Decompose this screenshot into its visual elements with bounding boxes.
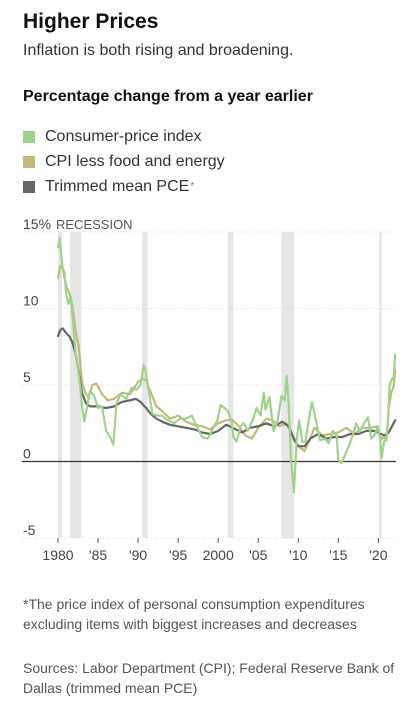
recession-label: RECESSION: [56, 217, 133, 232]
x-tick-label: '90: [129, 547, 147, 563]
chart-subtitle: Inflation is both rising and broadening.: [23, 42, 294, 59]
y-tick-label: 15%: [23, 216, 51, 232]
cpi-line: [56, 237, 397, 494]
recession-band-2: [142, 232, 148, 538]
legend-swatch-core-cpi: [23, 155, 35, 168]
x-tick-label: 2000: [203, 547, 234, 563]
legend-item-core-cpi: CPI less food and energy: [23, 149, 225, 174]
y-tick-label: 10: [23, 293, 39, 309]
legend-footnote-marker: *: [190, 181, 195, 192]
legend-label-core-cpi: CPI less food and energy: [45, 152, 225, 170]
recession-band-5: [379, 232, 382, 538]
x-axis-labels: 1980 '85 '90 '95 2000 '05 '10 '15 '20: [42, 538, 388, 563]
x-tick-label: '10: [289, 547, 307, 563]
x-tick-label: '15: [329, 547, 347, 563]
recession-band-3: [227, 232, 234, 538]
legend-item-trimmed-pce: Trimmed mean PCE *: [23, 174, 225, 199]
chart-section-heading: Percentage change from a year earlier: [23, 88, 313, 105]
series-lines: [56, 237, 397, 494]
x-tick-label: '05: [249, 547, 267, 563]
legend-swatch-trimmed-pce: [23, 180, 35, 193]
gridlines: [22, 231, 396, 539]
legend: Consumer-price index CPI less food and e…: [23, 124, 225, 199]
legend-item-cpi: Consumer-price index: [23, 124, 225, 149]
y-tick-label: -5: [23, 522, 36, 538]
legend-label-cpi: Consumer-price index: [45, 127, 202, 145]
core-cpi-line: [56, 264, 397, 452]
sources-note: Sources: Labor Department (CPI); Federal…: [23, 660, 395, 696]
x-tick-label: 1980: [42, 547, 73, 563]
y-tick-label: 0: [23, 446, 31, 462]
x-tick-label: '95: [169, 547, 187, 563]
footnote-marker: *: [23, 596, 29, 612]
x-tick-label: '85: [89, 547, 107, 563]
recession-band-0: [58, 232, 63, 538]
x-tick-label: '20: [369, 547, 387, 563]
footnote-text: The price index of personal consumption …: [23, 596, 365, 632]
recession-band-1: [70, 232, 82, 538]
legend-swatch-cpi: [23, 130, 35, 143]
chart-title: Higher Prices: [23, 10, 159, 33]
y-axis-labels: 15% 10 5 0 -5: [23, 216, 51, 538]
y-tick-label: 5: [23, 369, 31, 385]
legend-label-trimmed-pce: Trimmed mean PCE: [45, 177, 190, 195]
footnote: *The price index of personal consumption…: [23, 594, 403, 634]
